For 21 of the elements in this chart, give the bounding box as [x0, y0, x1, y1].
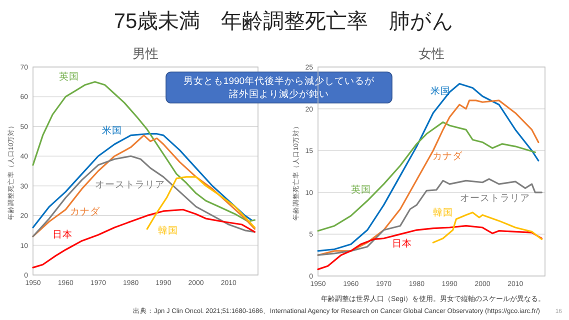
- series-label: カナダ: [70, 206, 101, 218]
- series-label: カナダ: [432, 150, 464, 162]
- line-series: [32, 155, 256, 238]
- line-series: [32, 208, 256, 268]
- series-label: 日本: [52, 228, 72, 241]
- series-label: オーストラリア: [94, 180, 165, 191]
- annotation: 男女とも1990年代後半から減少しているが: [183, 75, 376, 87]
- series-label: 英国: [59, 70, 79, 82]
- series-label: 韓国: [432, 206, 453, 218]
- chart-title: 女性: [418, 46, 444, 61]
- annotation: 諸外国より減少が鈍い: [229, 88, 329, 100]
- series-label: オーストラリア: [460, 192, 530, 204]
- line-series: [317, 121, 536, 232]
- series-label: 米国: [102, 124, 122, 137]
- series-label: 日本: [392, 238, 412, 250]
- line-series: [317, 225, 543, 270]
- series-label: 英国: [351, 183, 372, 196]
- series-label: 韓国: [158, 224, 178, 236]
- chart-title: 男性: [132, 46, 158, 61]
- text: 75歳未満 年齢調整死亡率 肺がん: [114, 10, 454, 33]
- line-series: [317, 178, 543, 256]
